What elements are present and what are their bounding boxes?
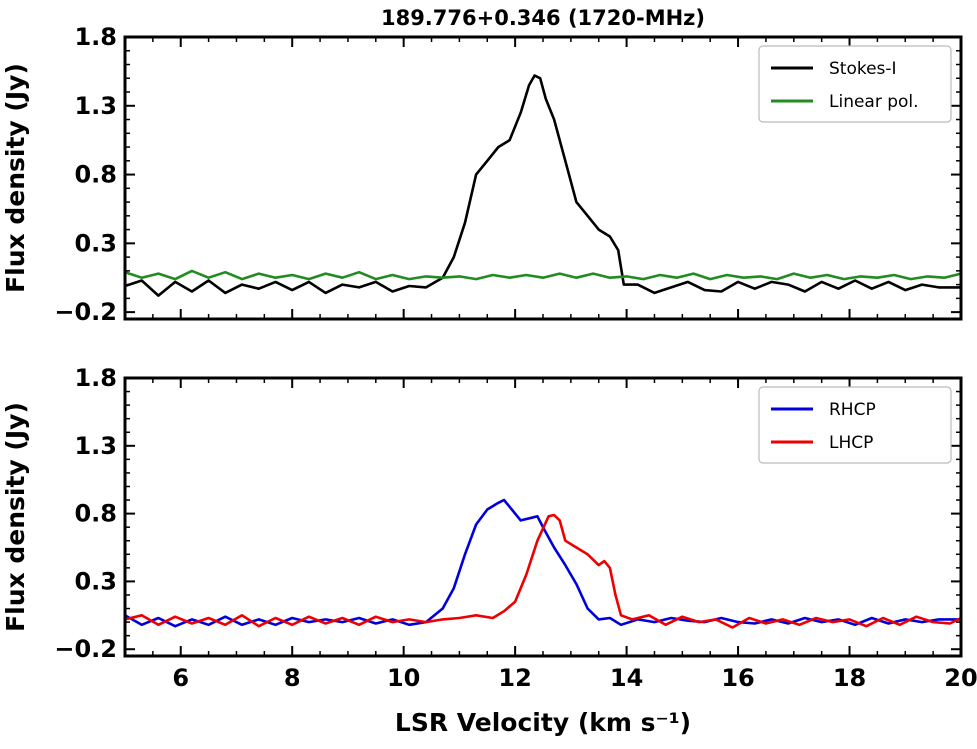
legend-label: Stokes-I — [829, 59, 897, 79]
legend-box — [758, 386, 952, 464]
legend: Stokes-I Linear pol. — [758, 45, 952, 123]
y-tick-label: 1.8 — [74, 364, 117, 392]
y-tick-label: 0.3 — [74, 229, 117, 257]
series-line-linear-pol — [124, 269, 962, 281]
legend-box — [758, 45, 952, 123]
chart-panel-2: 1.8 1.3 0.8 0.3 −0.2 6 8 10 12 14 16 18 20 Flux densi… — [1, 364, 977, 737]
y-axis-title: Flux density (Jy) — [1, 402, 30, 632]
legend: RHCP LHCP — [758, 386, 952, 464]
y-tick-label: 0.8 — [74, 161, 117, 189]
series-line-rhcp — [124, 498, 961, 628]
y-tick-label: 0.3 — [74, 567, 117, 595]
x-tick-label: 18 — [833, 664, 866, 692]
y-tick-label: −0.2 — [54, 298, 117, 326]
y-tick-label: 1.8 — [74, 23, 117, 51]
x-axis-title: LSR Velocity (km s⁻¹) — [395, 708, 691, 737]
x-tick-label: 6 — [172, 664, 189, 692]
series-line-lhcp — [124, 513, 962, 629]
x-tick-label: 12 — [498, 664, 531, 692]
x-tick-label: 8 — [284, 664, 301, 692]
series-line-stokes-i — [124, 74, 961, 297]
legend-label: Linear pol. — [829, 92, 919, 112]
x-tick-label: 20 — [944, 664, 977, 692]
legend-label: LHCP — [829, 433, 873, 453]
y-tick-label: 0.8 — [74, 500, 117, 528]
legend-label: RHCP — [829, 400, 876, 420]
y-tick-label: 1.3 — [74, 92, 117, 120]
y-tick-label: −0.2 — [54, 635, 117, 663]
x-tick-label: 14 — [610, 664, 643, 692]
chart-panel-1: 1.8 1.3 0.8 0.3 −0.2 189.776+0.346 (1720-MHz)… — [1, 6, 963, 326]
x-tick-label: 16 — [721, 664, 754, 692]
x-tick-label: 10 — [387, 664, 420, 692]
y-axis-title: Flux density (Jy) — [1, 63, 30, 293]
y-tick-label: 1.3 — [74, 432, 117, 460]
chart-title: 189.776+0.346 (1720-MHz) — [381, 6, 705, 30]
